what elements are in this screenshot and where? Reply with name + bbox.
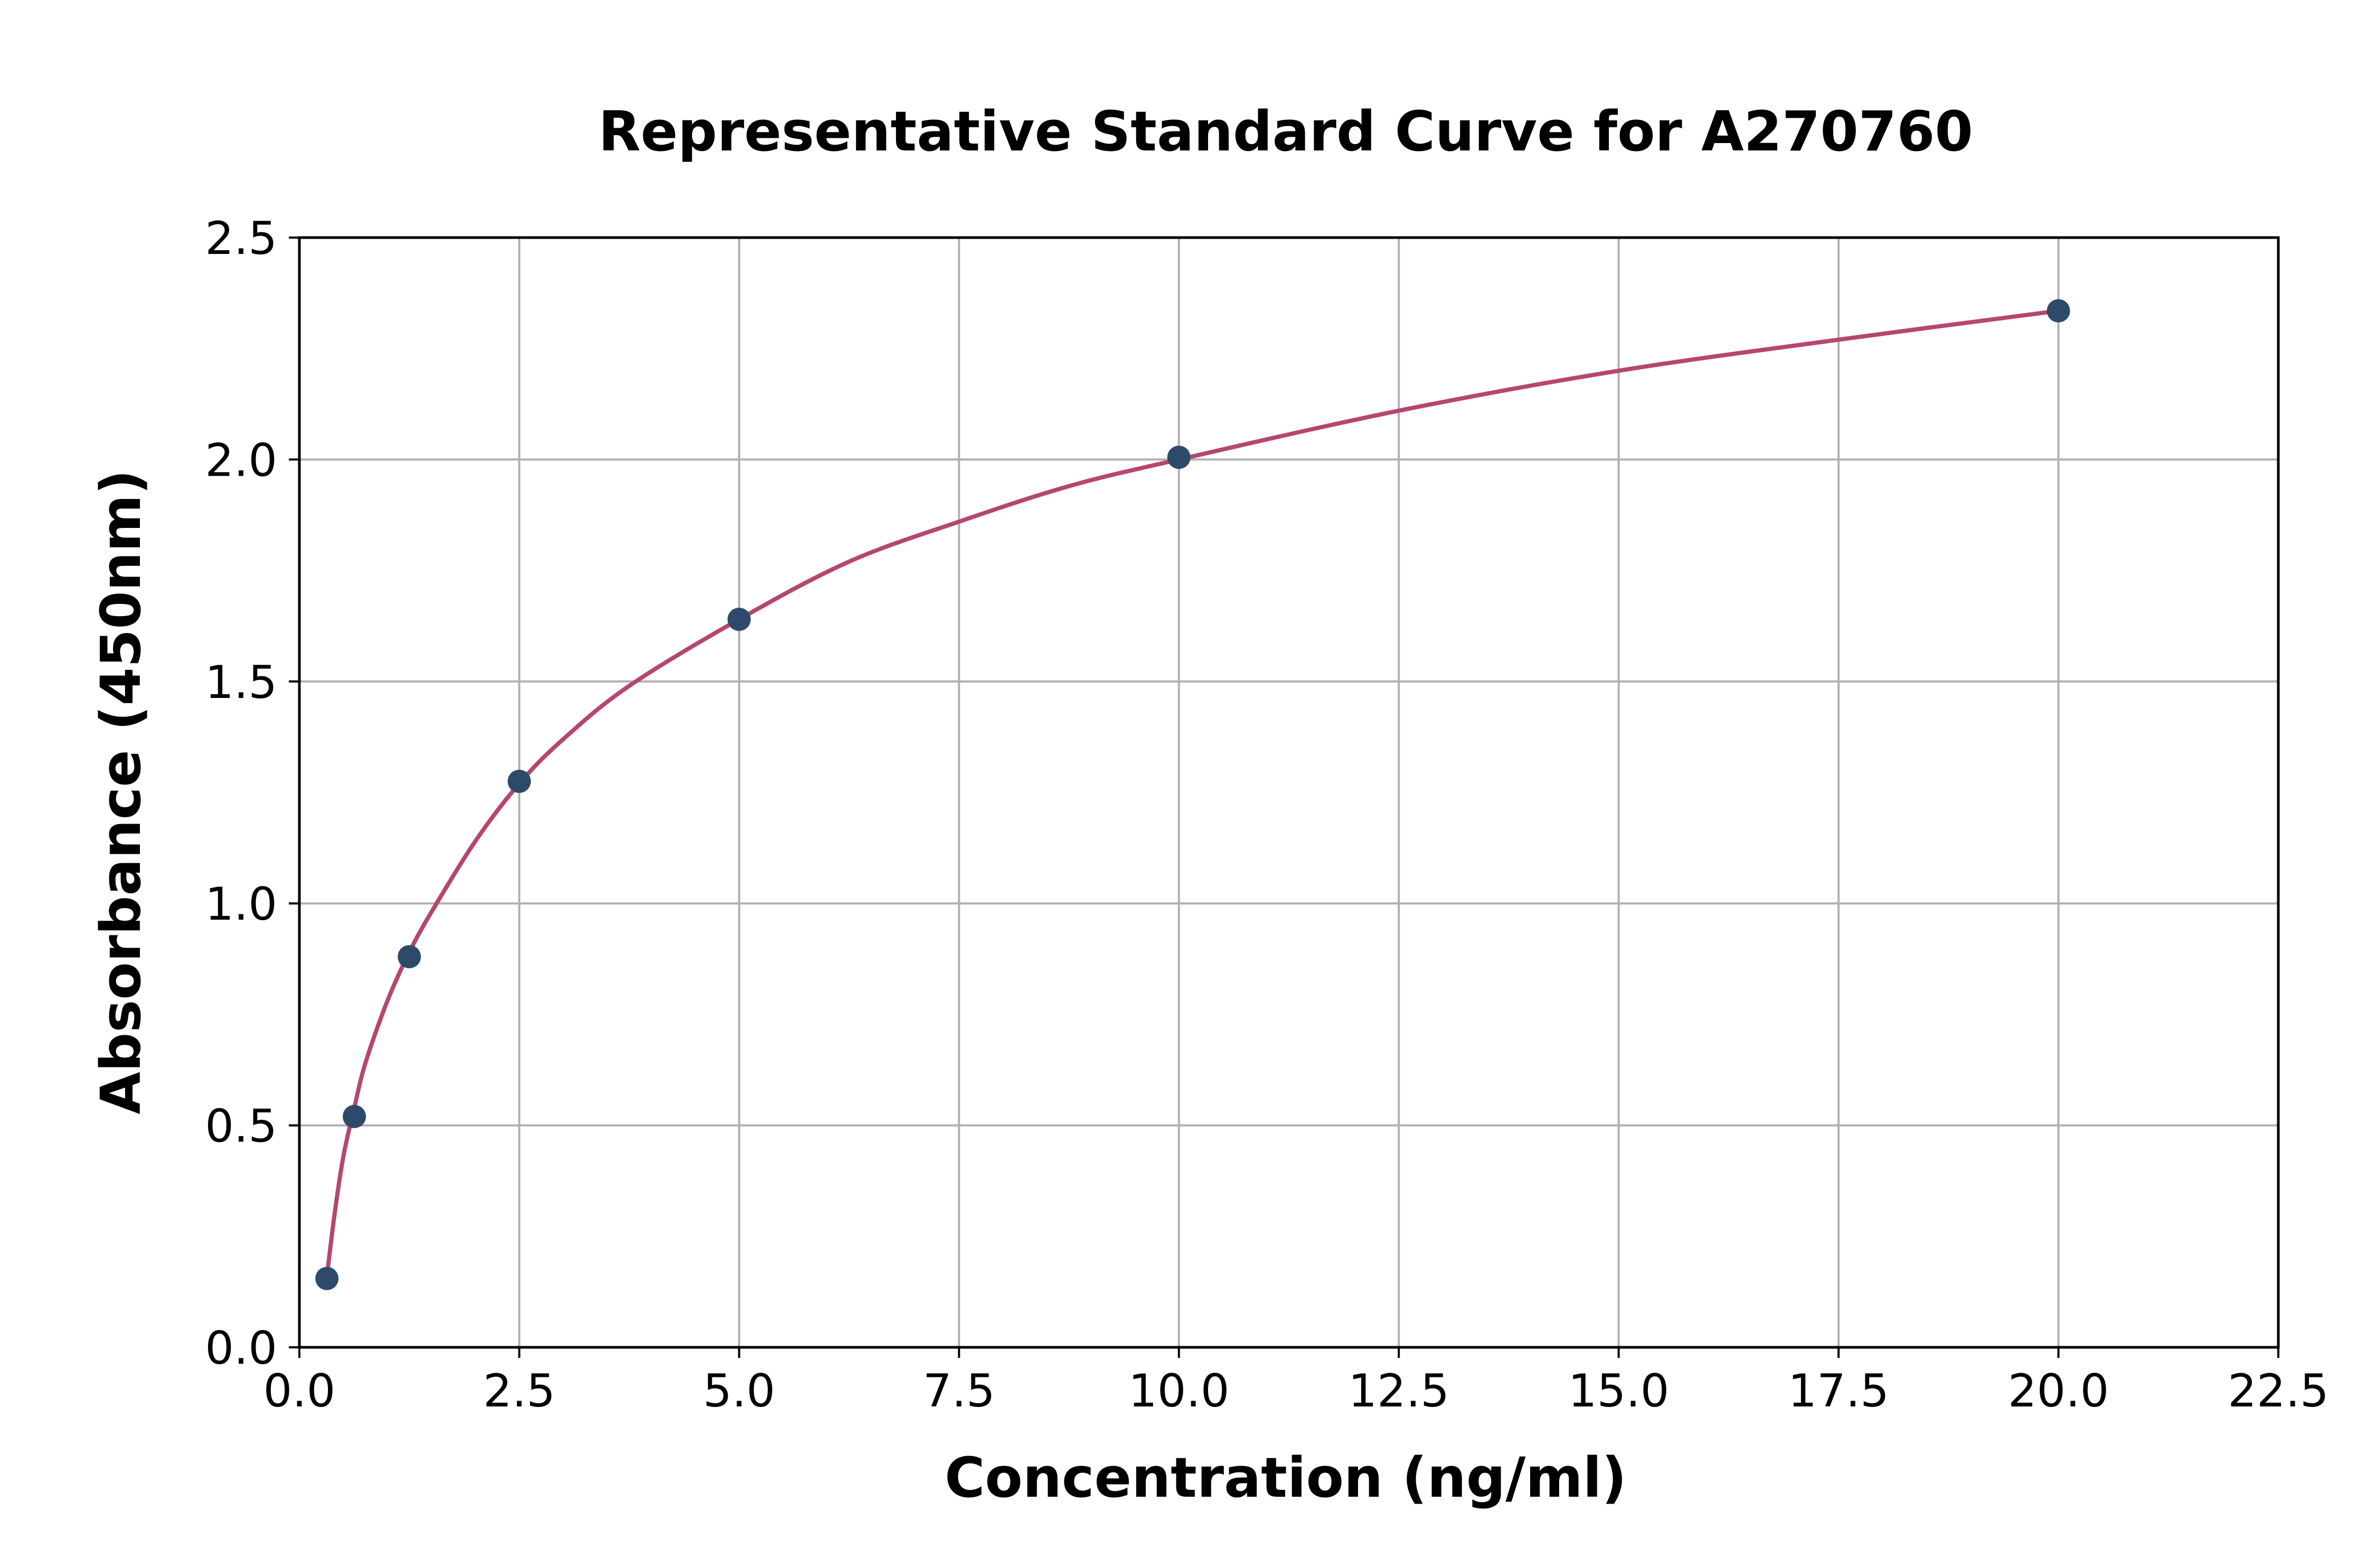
plot-border	[298, 236, 2280, 1349]
data-point	[398, 945, 421, 969]
x-tick-label: 0.0	[263, 1365, 336, 1418]
x-tick-label: 2.5	[483, 1365, 555, 1418]
grid-lines	[298, 237, 2279, 1348]
data-point	[727, 608, 751, 631]
x-tick-label: 12.5	[1348, 1365, 1449, 1418]
x-tick-label: 7.5	[923, 1365, 995, 1418]
y-tick-label: 0.5	[205, 1100, 277, 1153]
x-tick-label: 15.0	[1568, 1365, 1669, 1418]
y-axis-title: Absorbance (450nm)	[89, 469, 153, 1114]
x-tick-label: 22.5	[2228, 1365, 2328, 1418]
y-tick-label: 2.5	[205, 212, 277, 265]
y-axis-ticks: 0.0 0.5 1.0 1.5 2.0 2.5	[205, 212, 299, 1375]
y-tick-label: 1.5	[205, 656, 277, 709]
fit-curve-layer	[325, 308, 2061, 1279]
x-tick-label: 17.5	[1788, 1365, 1889, 1418]
y-tick-label: 2.0	[205, 434, 277, 487]
data-point	[507, 769, 531, 793]
x-axis-ticks: 0.0 2.5 5.0 7.5 10.0 12.5 15.0 17.5 20.0 22.5	[263, 1347, 2329, 1418]
data-point	[315, 1267, 339, 1290]
data-point	[2047, 299, 2070, 323]
data-points-layer	[315, 299, 2070, 1290]
x-tick-label: 5.0	[703, 1365, 775, 1418]
fit-curve-line	[325, 308, 2061, 1279]
plot-frame	[298, 236, 2280, 1349]
x-tick-label: 10.0	[1128, 1365, 1229, 1418]
x-tick-label: 20.0	[2008, 1365, 2109, 1418]
chart-title: Representative Standard Curve for A27076…	[598, 99, 1973, 164]
data-point	[1167, 446, 1191, 469]
y-tick-label: 0.0	[205, 1322, 277, 1375]
y-tick-label: 1.0	[205, 878, 277, 931]
data-point	[343, 1104, 366, 1128]
x-axis-title: Concentration (ng/ml)	[945, 1446, 1627, 1510]
